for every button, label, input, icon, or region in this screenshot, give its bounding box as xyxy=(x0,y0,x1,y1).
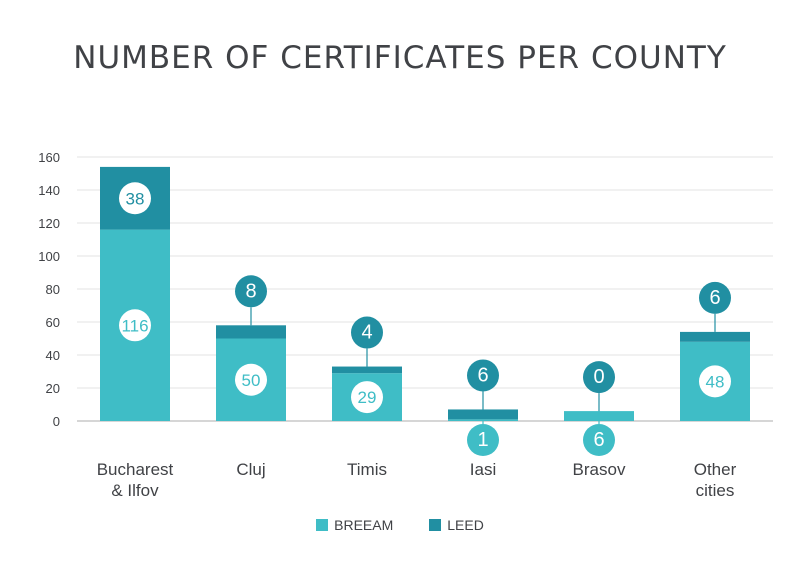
x-tick-label-line: Iasi xyxy=(470,460,496,479)
data-label-leed-timis: 4 xyxy=(361,322,372,344)
y-tick-label-60: 60 xyxy=(46,315,60,330)
legend-label-leed: LEED xyxy=(447,517,484,533)
data-label-leed-brasov: 0 xyxy=(593,366,604,388)
bar-leed-timis xyxy=(332,366,402,374)
x-tick-label-line: cities xyxy=(696,481,735,500)
x-tick-label-timis: Timis xyxy=(347,460,387,479)
chart-legend: BREEAM LEED xyxy=(0,517,800,533)
x-tick-label-line: & Ilfov xyxy=(111,481,159,500)
data-label-breeam-cluj: 50 xyxy=(242,371,261,390)
data-label-leed-bucharest-ilfov: 38 xyxy=(126,189,145,208)
x-tick-label-line: Timis xyxy=(347,460,387,479)
label-badge-leed-iasi xyxy=(467,359,499,392)
label-badge-leed-brasov xyxy=(583,361,615,394)
label-badge-breeam-other-cities xyxy=(699,365,731,398)
x-tick-label-bucharest-ilfov: Bucharest & Ilfov xyxy=(97,460,174,500)
data-label-breeam-bucharest-ilfov: 116 xyxy=(121,316,148,335)
x-tick-label-cluj: Cluj xyxy=(236,460,265,479)
label-badge-breeam-iasi xyxy=(467,424,499,456)
label-badge-breeam-cluj xyxy=(235,363,267,396)
data-label-breeam-brasov: 6 xyxy=(593,429,604,451)
data-label-leed-cluj: 8 xyxy=(245,280,256,302)
legend-label-breeam: BREEAM xyxy=(334,517,394,533)
y-tick-label-100: 100 xyxy=(38,249,60,264)
y-tick-label-20: 20 xyxy=(46,381,60,396)
label-badge-breeam-brasov xyxy=(583,424,615,456)
x-tick-label-line: Brasov xyxy=(573,460,626,479)
y-tick-label-140: 140 xyxy=(38,183,60,198)
y-tick-label-40: 40 xyxy=(46,348,60,363)
x-tick-label-other-cities: Other cities xyxy=(694,460,737,500)
bar-leed-cluj xyxy=(216,325,286,339)
bar-leed-other-cities xyxy=(680,331,750,342)
label-badge-leed-other-cities xyxy=(699,281,731,314)
y-tick-label-160: 160 xyxy=(38,150,60,165)
bar-leed-iasi xyxy=(448,409,518,420)
x-tick-label-brasov: Brasov xyxy=(573,460,626,479)
legend-swatch-leed xyxy=(429,519,442,531)
data-label-breeam-timis: 29 xyxy=(358,388,377,407)
y-tick-label-0: 0 xyxy=(53,414,60,429)
legend-item-breeam: BREEAM xyxy=(316,517,393,533)
data-label-leed-other-cities: 6 xyxy=(709,287,720,309)
data-label-leed-iasi: 6 xyxy=(477,364,488,386)
legend-item-leed: LEED xyxy=(429,517,484,533)
chart-title: NUMBER OF CERTIFICATES PER COUNTY xyxy=(73,40,727,76)
legend-swatch-breeam xyxy=(316,519,329,531)
x-tick-label-line: Other xyxy=(694,460,737,479)
x-tick-label-iasi: Iasi xyxy=(470,460,496,479)
label-badge-leed-bucharest-ilfov xyxy=(119,182,151,215)
y-tick-label-120: 120 xyxy=(38,216,60,231)
x-tick-label-line: Bucharest xyxy=(97,460,174,479)
data-label-breeam-iasi: 1 xyxy=(477,429,488,451)
data-label-breeam-other-cities: 48 xyxy=(706,372,725,391)
label-badge-breeam-bucharest-ilfov xyxy=(119,309,151,342)
label-badge-breeam-timis xyxy=(351,381,383,414)
label-badge-leed-cluj xyxy=(235,275,267,308)
label-badge-leed-timis xyxy=(351,316,383,349)
x-tick-label-line: Cluj xyxy=(236,460,265,479)
y-tick-label-80: 80 xyxy=(46,282,60,297)
